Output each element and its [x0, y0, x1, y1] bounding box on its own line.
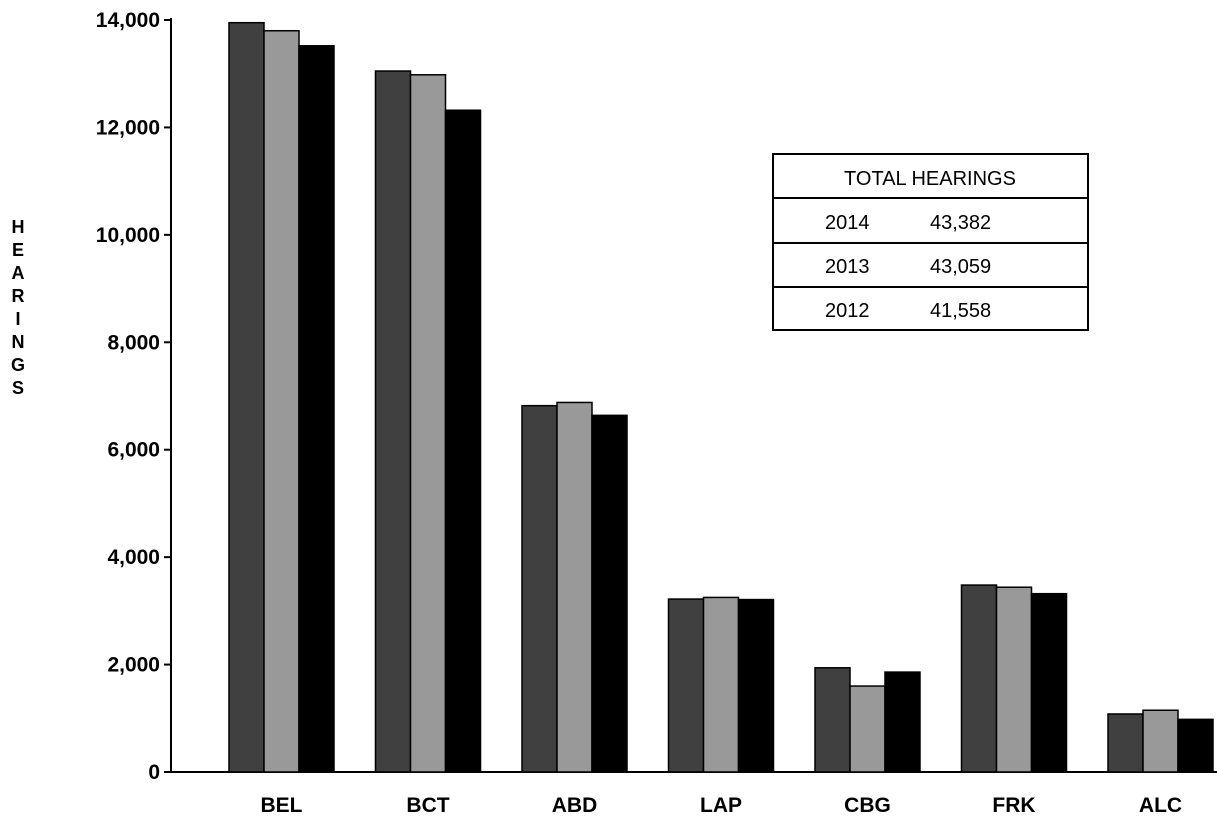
bar — [1107, 713, 1144, 773]
bar — [591, 414, 628, 773]
bar — [409, 74, 447, 773]
bar — [849, 685, 886, 773]
y-tick-label: 2,000 — [107, 654, 160, 677]
x-category-label: CBG — [844, 794, 891, 817]
x-category-label: FRK — [992, 794, 1035, 817]
table-total: 41,558 — [930, 300, 991, 322]
y-tick-label: 0 — [148, 761, 160, 784]
table-total: 43,059 — [930, 256, 991, 278]
bar — [884, 671, 921, 773]
bar — [298, 45, 335, 773]
bar — [374, 70, 412, 773]
bar — [228, 21, 265, 773]
y-tick-label: 14,000 — [96, 9, 160, 32]
bar — [521, 404, 558, 773]
x-category-label: BEL — [261, 794, 303, 817]
y-tick-label: 8,000 — [107, 331, 160, 354]
x-category-label: ABD — [552, 794, 598, 817]
table-year: 2014 — [825, 212, 870, 234]
bar — [1142, 709, 1179, 773]
y-tick-label: 12,000 — [96, 116, 160, 139]
x-category-label: LAP — [700, 794, 742, 817]
total-hearings-table: TOTAL HEARINGS 2014 43,382 2013 43,059 2… — [772, 153, 1089, 331]
table-total: 43,382 — [930, 212, 991, 234]
bar — [667, 598, 705, 773]
bar — [444, 109, 482, 773]
bar — [556, 401, 593, 773]
y-tick-label: 6,000 — [107, 439, 160, 462]
table-year: 2012 — [825, 300, 870, 322]
x-axis-categories: BEL BCT ABD LAP CBG FRK ALC — [261, 794, 1183, 817]
table-header: TOTAL HEARINGS — [844, 168, 1016, 190]
bars — [228, 21, 1214, 773]
x-category-label: ALC — [1139, 794, 1182, 817]
bar — [960, 584, 998, 773]
bar — [702, 596, 740, 773]
bar — [814, 667, 851, 773]
table-year: 2013 — [825, 256, 870, 278]
bar — [737, 598, 775, 773]
bar — [1177, 718, 1214, 773]
bar — [995, 586, 1033, 773]
bar — [263, 29, 300, 773]
x-category-label: BCT — [406, 794, 449, 817]
y-tick-label: 4,000 — [107, 546, 160, 569]
bar — [1030, 592, 1068, 773]
y-axis-ticks: 0 2,000 4,000 6,000 8,000 10,000 12,000 14,000 — [96, 9, 171, 784]
y-tick-label: 10,000 — [96, 224, 160, 247]
